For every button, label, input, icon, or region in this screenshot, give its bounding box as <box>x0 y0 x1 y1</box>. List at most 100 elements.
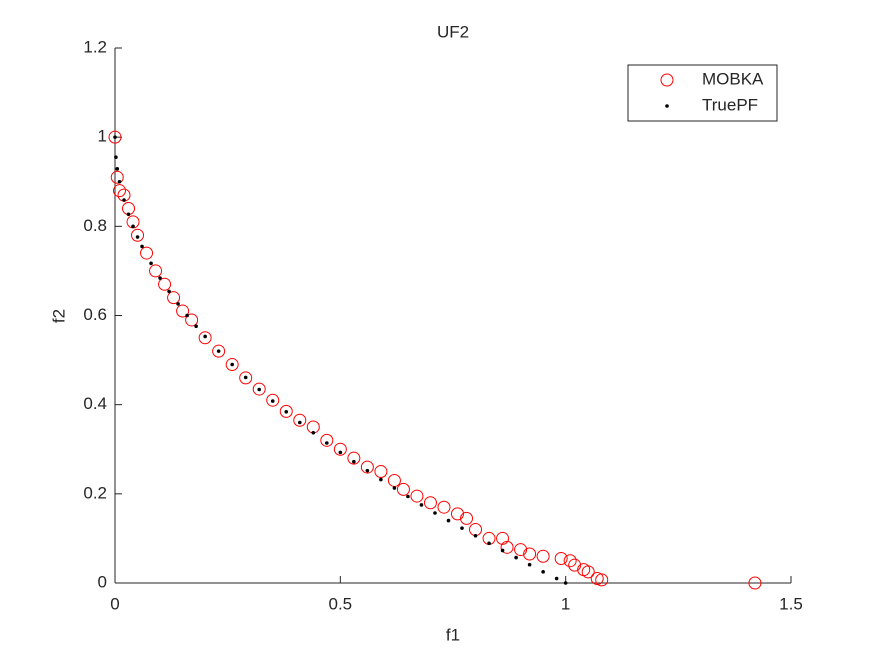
point <box>297 420 302 425</box>
point <box>115 167 120 171</box>
chart-title: UF2 <box>437 22 469 41</box>
x-tick-label: 1 <box>561 594 570 613</box>
point <box>198 331 212 345</box>
point <box>131 228 145 242</box>
point <box>523 547 537 561</box>
point <box>568 558 582 572</box>
point <box>176 302 180 306</box>
point <box>243 375 248 380</box>
point <box>216 349 221 353</box>
point <box>365 468 370 473</box>
point <box>320 433 334 447</box>
point <box>167 291 181 305</box>
point <box>554 551 568 565</box>
point <box>392 486 397 490</box>
point <box>460 526 464 530</box>
point <box>325 441 329 445</box>
point <box>514 543 528 557</box>
point <box>311 430 316 435</box>
point <box>108 130 122 144</box>
point <box>225 358 239 372</box>
point <box>167 289 171 294</box>
point <box>581 565 595 579</box>
point <box>446 518 451 523</box>
point <box>437 500 451 514</box>
point <box>176 304 190 318</box>
point <box>500 540 514 554</box>
point <box>536 549 550 563</box>
point <box>374 465 388 479</box>
point <box>419 503 424 507</box>
point <box>203 334 207 339</box>
y-tick-label: 1 <box>98 127 107 146</box>
point <box>496 531 510 545</box>
point <box>563 581 568 585</box>
legend-label: TruePF <box>702 95 758 114</box>
legend-label: MOBKA <box>702 69 764 88</box>
point <box>514 555 518 560</box>
point <box>140 244 144 249</box>
x-axis-label: f1 <box>446 625 460 644</box>
point <box>185 313 199 327</box>
point <box>194 324 198 329</box>
point <box>338 450 343 455</box>
point <box>110 170 124 184</box>
point <box>284 410 289 414</box>
point <box>473 533 478 538</box>
point <box>293 413 307 427</box>
point <box>541 570 545 574</box>
x-tick-label: 0.5 <box>329 594 353 613</box>
legend-box <box>627 64 778 122</box>
point <box>158 276 162 280</box>
point <box>113 184 127 198</box>
point <box>379 477 383 482</box>
point <box>149 264 163 278</box>
point <box>279 404 293 418</box>
point <box>347 451 361 465</box>
point <box>500 548 505 553</box>
point <box>149 261 153 266</box>
point <box>126 212 131 217</box>
y-tick-label: 0.8 <box>83 216 107 235</box>
y-axis-label: f2 <box>49 309 68 323</box>
point <box>433 511 437 515</box>
y-tick-label: 0.6 <box>83 305 107 324</box>
point <box>527 562 532 567</box>
point <box>252 382 266 396</box>
point <box>212 344 226 358</box>
point <box>239 371 253 385</box>
point <box>554 576 559 581</box>
point <box>487 541 491 546</box>
point <box>185 313 189 318</box>
point <box>595 573 609 587</box>
legend-marker <box>660 73 674 87</box>
point <box>257 387 262 392</box>
point <box>117 179 122 184</box>
legend-marker <box>665 104 669 108</box>
point <box>140 246 154 260</box>
point <box>266 393 280 407</box>
point <box>352 459 356 464</box>
point <box>410 489 424 503</box>
point <box>270 399 275 403</box>
point <box>396 482 410 496</box>
point <box>131 224 135 229</box>
point <box>460 511 474 525</box>
point <box>451 507 465 521</box>
point <box>748 576 762 590</box>
point <box>230 362 234 367</box>
point <box>113 135 117 139</box>
point <box>122 198 126 202</box>
x-tick-label: 1.5 <box>779 594 803 613</box>
point <box>114 155 118 160</box>
y-tick-label: 0 <box>98 572 107 591</box>
point <box>333 442 347 456</box>
point <box>563 554 577 568</box>
point <box>135 235 140 239</box>
x-tick-label: 0 <box>110 594 119 613</box>
point <box>158 277 172 291</box>
y-tick-label: 1.2 <box>83 37 107 56</box>
point <box>360 460 374 474</box>
point <box>406 494 410 499</box>
